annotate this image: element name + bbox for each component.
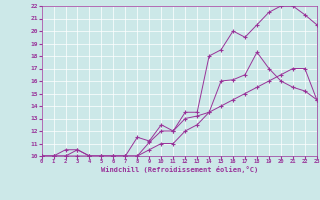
X-axis label: Windchill (Refroidissement éolien,°C): Windchill (Refroidissement éolien,°C) (100, 166, 258, 173)
